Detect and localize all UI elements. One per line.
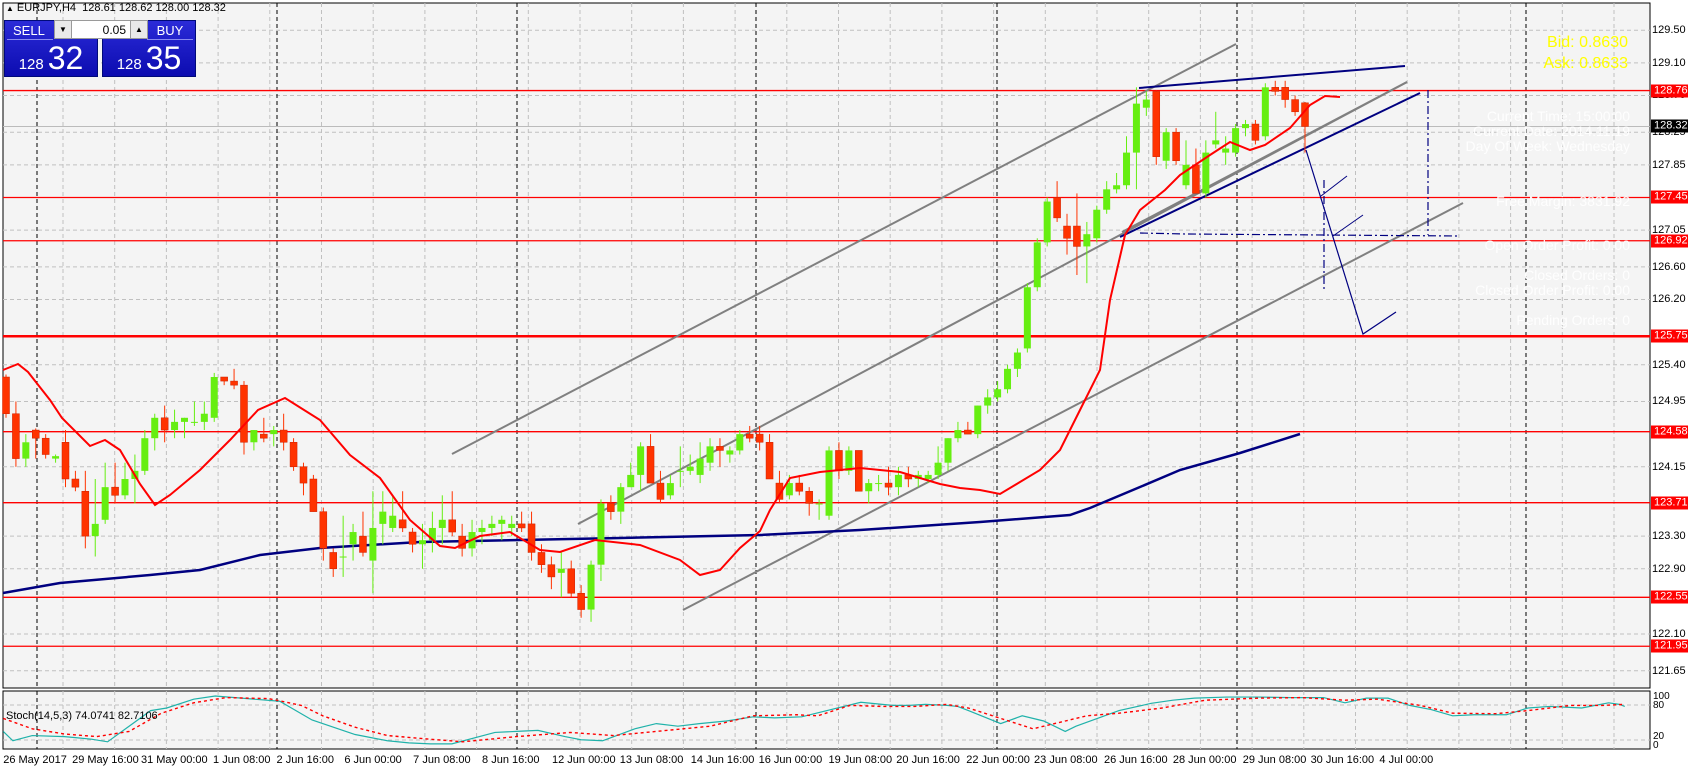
time-tick: 22 Jun 00:00 [966, 754, 1030, 766]
sell-label: SELL [7, 22, 53, 40]
collapse-triangle-icon[interactable]: ▲ [6, 4, 14, 13]
time-tick: 23 Jun 08:00 [1034, 754, 1098, 766]
stochastic-label: Stoch(14,5,3) 74.0741 82.7106 [6, 710, 158, 722]
level-price-tag: 124.58 [1651, 425, 1688, 439]
time-tick: 1 Jun 08:00 [213, 754, 271, 766]
time-tick: 16 Jun 00:00 [758, 754, 823, 766]
ask-text: Ask: 0.8633 [1543, 55, 1629, 72]
candlesticks [2, 80, 1309, 622]
level-price-tag: 125.75 [1651, 329, 1688, 343]
current-date-text: Current Date: 2014.11.19 [1473, 123, 1630, 139]
buy-button[interactable]: BUY 128 35 [102, 20, 196, 77]
stoch-axis-80: 80 [1653, 700, 1665, 711]
closed-order-profit-text: Closed Order Profit: 0.00 [1475, 282, 1630, 298]
price-tick: 121.65 [1652, 664, 1686, 677]
time-tick: 6 Jun 00:00 [344, 754, 402, 766]
lot-decrease-icon[interactable]: ▼ [55, 21, 72, 38]
sell-price: 128 32 [18, 40, 84, 76]
time-tick: 7 Jun 08:00 [413, 754, 471, 766]
horizontal-levels[interactable] [3, 89, 1650, 647]
price-tick: 126.60 [1652, 260, 1686, 273]
price-tick: 127.85 [1652, 158, 1686, 171]
ohlc-values: 128.61 128.62 128.00 128.32 [82, 2, 226, 14]
bid-ask-display: Bid: 0.8630 Ask: 0.8633 [1488, 32, 1629, 74]
price-tick: 129.50 [1652, 24, 1686, 37]
price-tick: 126.20 [1652, 293, 1686, 306]
lot-size-stepper[interactable]: ▼ 0.05 ▲ [54, 20, 148, 39]
one-click-trading-panel: SELL 128 32 BUY 128 35 ▼ 0.05 ▲ [4, 20, 196, 77]
main-price-pane[interactable] [2, 2, 1651, 689]
day-of-week-text: Day Of Week: Wednesday [1465, 138, 1630, 154]
time-tick: 2 Jun 16:00 [276, 754, 335, 766]
slow-moving-average [2, 432, 1301, 595]
stochastic-lines [2, 695, 1625, 745]
level-price-tag: 123.71 [1651, 496, 1688, 510]
current-price-tag: 128.32 [1651, 119, 1688, 133]
time-tick: 8 Jun 16:00 [482, 754, 540, 766]
time-tick: 4 Jul 00:00 [1379, 754, 1434, 766]
level-price-tag: 122.55 [1651, 590, 1688, 604]
stoch-axis-0: 0 [1653, 740, 1659, 751]
time-tick: 20 Jun 16:00 [896, 754, 960, 766]
time-tick: 29 Jun 08:00 [1242, 754, 1307, 766]
time-tick: 31 May 00:00 [140, 754, 208, 766]
price-tick: 124.15 [1652, 460, 1686, 473]
time-tick: 26 May 2017 [3, 754, 67, 766]
price-tick: 124.95 [1652, 395, 1686, 408]
time-tick: 13 Jun 08:00 [619, 754, 684, 766]
lot-size-input[interactable]: 0.05 [102, 22, 126, 37]
time-tick: 29 May 16:00 [72, 754, 139, 766]
period-separators [36, 3, 1527, 749]
time-tick: 19 Jun 08:00 [828, 754, 893, 766]
bid-text: Bid: 0.8630 [1547, 34, 1628, 51]
level-price-tag: 128.76 [1651, 84, 1688, 98]
channel-lines[interactable] [451, 43, 1464, 611]
symbol-title: EURJPY,H4 [16, 2, 77, 14]
time-tick: 12 Jun 00:00 [551, 754, 616, 766]
price-tick: 125.40 [1652, 358, 1686, 371]
time-tick: 28 Jun 00:00 [1172, 754, 1237, 766]
time-tick: 26 Jun 16:00 [1103, 754, 1168, 766]
level-price-tag: 127.45 [1651, 190, 1688, 204]
fast-moving-average [2, 94, 1341, 577]
lot-increase-icon[interactable]: ▲ [130, 21, 147, 38]
pending-orders-text: Pending Orders: 0 [1516, 312, 1630, 328]
buy-price: 128 35 [116, 40, 182, 76]
level-price-tag: 126.92 [1651, 234, 1688, 248]
chart-title: ▲ EURJPY,H4 128.61 128.62 128.00 128.32 [6, 2, 226, 14]
level-price-tag: 121.95 [1651, 639, 1688, 653]
price-tick: 127.05 [1652, 224, 1686, 237]
price-tick: 122.10 [1652, 628, 1686, 641]
buy-label: BUY [147, 22, 193, 40]
time-tick: 14 Jun 16:00 [690, 754, 755, 766]
closed-orders-text: Closed Orders: 0 [1524, 267, 1630, 283]
price-tick: 122.90 [1652, 562, 1686, 575]
stoch-axis-20: 20 [1653, 731, 1665, 742]
open-order-profit-text: Open Order Profit: 0.00 [1484, 237, 1630, 253]
price-tick: 129.10 [1652, 56, 1686, 69]
current-time-text: Current Time: 15:00:00 [1486, 108, 1630, 124]
price-tick: 123.30 [1652, 530, 1686, 543]
time-tick: 30 Jun 16:00 [1310, 754, 1375, 766]
free-margin-text: Free Margin: 3831.92 [1496, 193, 1630, 209]
stoch-axis-100: 100 [1653, 691, 1670, 702]
